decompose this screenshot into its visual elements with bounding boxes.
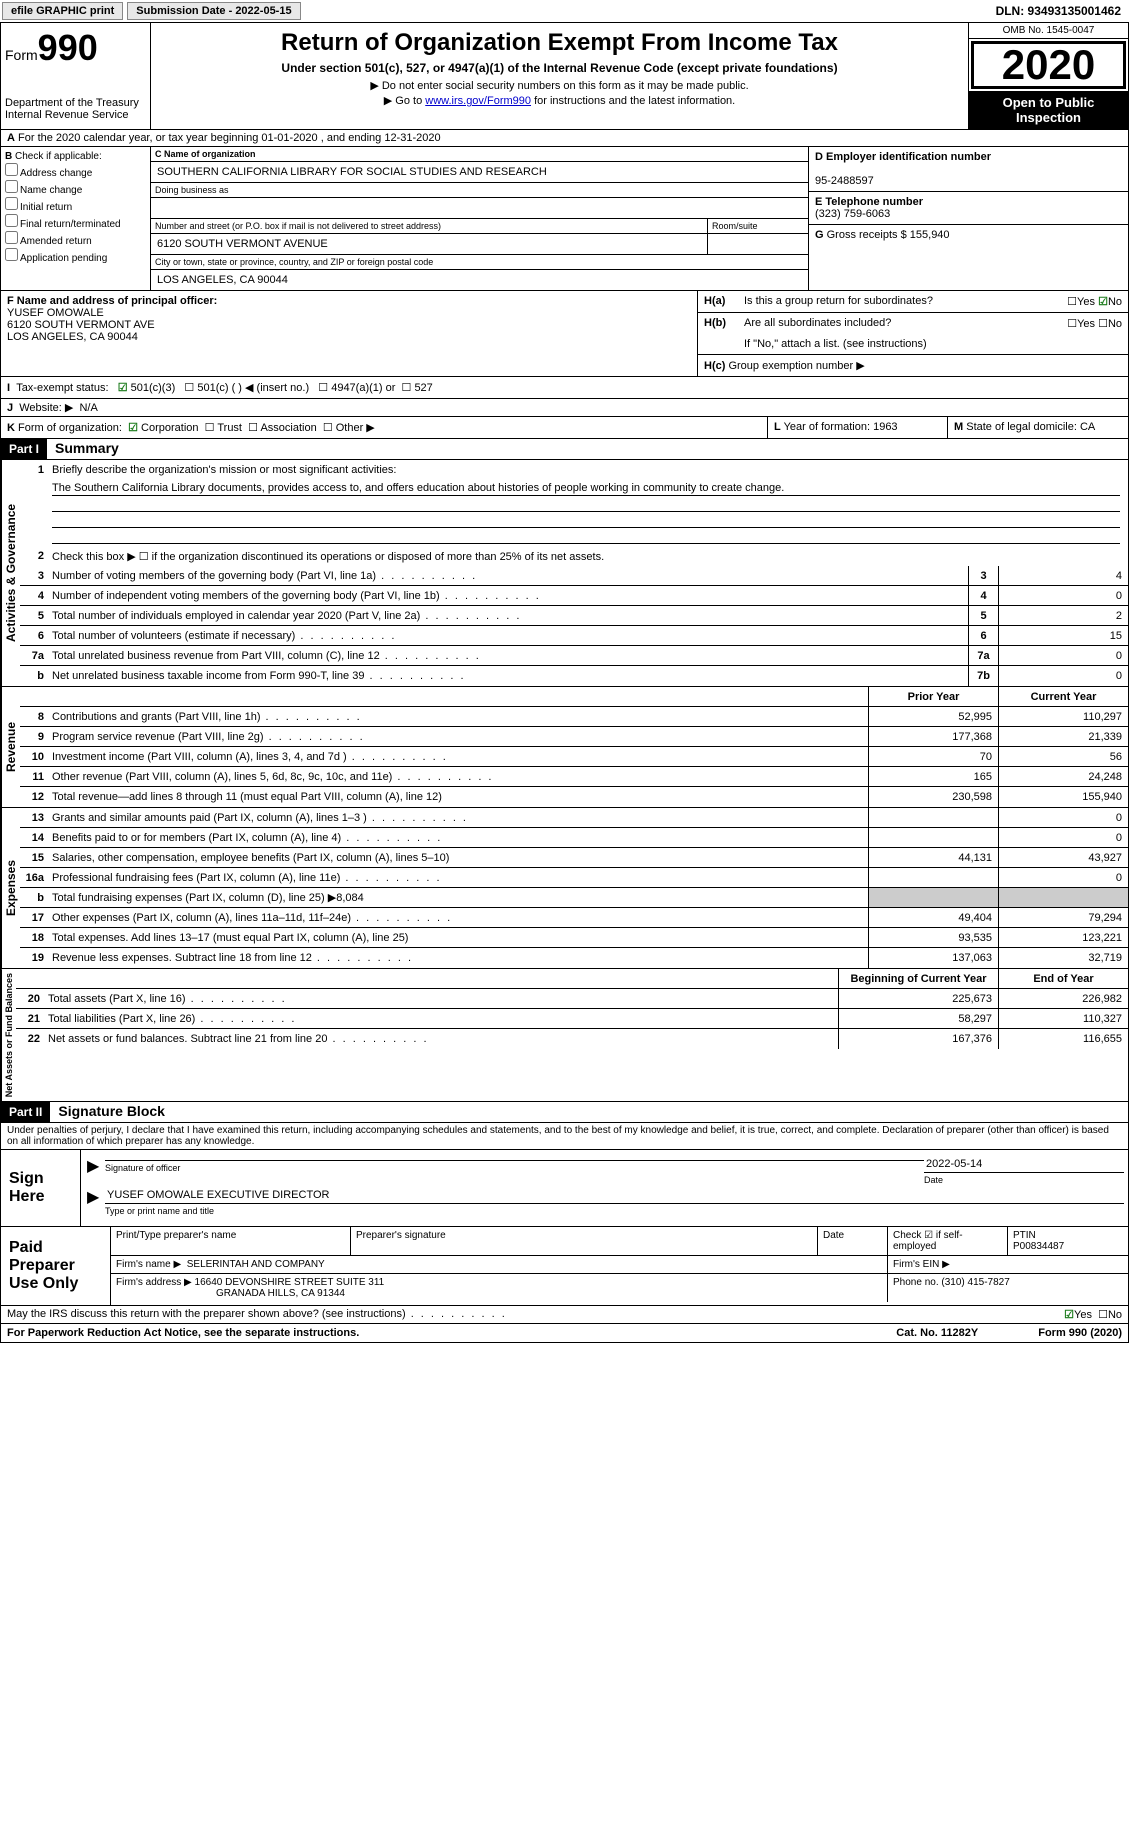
jurat-text: Under penalties of perjury, I declare th… — [0, 1123, 1129, 1150]
part2-header: Part IISignature Block — [0, 1102, 1129, 1123]
tax-year: 2020 — [971, 41, 1126, 89]
street-address: 6120 SOUTH VERMONT AVENUE — [151, 234, 707, 254]
website-value: N/A — [79, 402, 97, 414]
chk-app-pending[interactable]: Application pending — [5, 248, 146, 264]
chk-final-return[interactable]: Final return/terminated — [5, 214, 146, 230]
dba-value — [151, 198, 808, 218]
org-name: SOUTHERN CALIFORNIA LIBRARY FOR SOCIAL S… — [151, 162, 808, 182]
dln-label: DLN: 93493135001462 — [996, 4, 1127, 18]
section-c: C Name of organization SOUTHERN CALIFORN… — [151, 147, 808, 290]
page-footer: For Paperwork Reduction Act Notice, see … — [0, 1324, 1129, 1343]
section-h: H(a) Is this a group return for subordin… — [698, 291, 1128, 376]
header-left: Form990 Department of the Treasury Inter… — [1, 23, 151, 129]
entity-grid: B Check if applicable: Address change Na… — [0, 147, 1129, 291]
section-deg: D Employer identification number 95-2488… — [808, 147, 1128, 290]
officer-name: YUSEF OMOWALE — [7, 307, 104, 319]
ein-value: 95-2488597 — [815, 175, 874, 187]
gross-receipts: 155,940 — [910, 229, 950, 241]
activities-governance: Activities & Governance 1Briefly describ… — [0, 460, 1129, 687]
form-number: Form990 — [5, 27, 146, 69]
j-row: J Website: ▶ N/A — [0, 399, 1129, 417]
form-subtitle: Under section 501(c), 527, or 4947(a)(1)… — [157, 61, 962, 75]
phone-value: (323) 759-6063 — [815, 208, 890, 220]
vert-label-net: Net Assets or Fund Balances — [1, 969, 16, 1101]
ssn-note: ▶ Do not enter social security numbers o… — [157, 79, 962, 92]
form-title: Return of Organization Exempt From Incom… — [157, 29, 962, 57]
paid-preparer-label: Paid Preparer Use Only — [1, 1227, 111, 1305]
mission-text: The Southern California Library document… — [52, 482, 1120, 496]
firm-name: SELERINTAH AND COMPANY — [187, 1259, 325, 1270]
ij-row: I Tax-exempt status: ☑ 501(c)(3) ☐ 501(c… — [0, 377, 1129, 399]
klm-row: K Form of organization: ☑ Corporation ☐ … — [0, 417, 1129, 439]
chk-amended[interactable]: Amended return — [5, 231, 146, 247]
sign-here-block: Sign Here ▶ Signature of officer 2022-05… — [0, 1150, 1129, 1227]
omb-number: OMB No. 1545-0047 — [969, 23, 1128, 39]
section-b: B Check if applicable: Address change Na… — [1, 147, 151, 290]
tax-period-row: A For the 2020 calendar year, or tax yea… — [0, 130, 1129, 147]
vert-label-rev: Revenue — [1, 687, 20, 807]
top-toolbar: efile GRAPHIC print Submission Date - 20… — [0, 0, 1129, 22]
chk-initial-return[interactable]: Initial return — [5, 197, 146, 213]
chk-address-change[interactable]: Address change — [5, 163, 146, 179]
sign-date: 2022-05-14 — [924, 1156, 1124, 1173]
fh-grid: F Name and address of principal officer:… — [0, 291, 1129, 377]
header-right: OMB No. 1545-0047 2020 Open to Public In… — [968, 23, 1128, 129]
expenses-section: Expenses 13Grants and similar amounts pa… — [0, 808, 1129, 969]
city-state-zip: LOS ANGELES, CA 90044 — [151, 270, 808, 290]
submission-date: Submission Date - 2022-05-15 — [127, 2, 300, 20]
form-header: Form990 Department of the Treasury Inter… — [0, 22, 1129, 130]
irs-link[interactable]: www.irs.gov/Form990 — [425, 95, 531, 107]
part1-header: Part ISummary — [0, 439, 1129, 460]
header-center: Return of Organization Exempt From Incom… — [151, 23, 968, 129]
dept-treasury: Department of the Treasury — [5, 97, 146, 109]
sign-here-label: Sign Here — [1, 1150, 81, 1226]
irs-label: Internal Revenue Service — [5, 109, 146, 121]
revenue-section: Revenue Prior YearCurrent Year 8Contribu… — [0, 687, 1129, 808]
net-assets-section: Net Assets or Fund Balances Beginning of… — [0, 969, 1129, 1102]
officer-typed-name: YUSEF OMOWALE EXECUTIVE DIRECTOR — [107, 1189, 329, 1201]
open-inspection: Open to Public Inspection — [969, 91, 1128, 129]
chk-name-change[interactable]: Name change — [5, 180, 146, 196]
vert-label-exp: Expenses — [1, 808, 20, 968]
section-f: F Name and address of principal officer:… — [1, 291, 698, 376]
goto-note: ▶ Go to www.irs.gov/Form990 for instruct… — [157, 94, 962, 107]
vert-label-ag: Activities & Governance — [1, 460, 20, 686]
paid-preparer-block: Paid Preparer Use Only Print/Type prepar… — [0, 1227, 1129, 1306]
efile-print-button[interactable]: efile GRAPHIC print — [2, 2, 123, 20]
discuss-row: May the IRS discuss this return with the… — [0, 1306, 1129, 1324]
ptin-value: P00834487 — [1013, 1241, 1064, 1252]
preparer-phone: (310) 415-7827 — [941, 1277, 1009, 1288]
